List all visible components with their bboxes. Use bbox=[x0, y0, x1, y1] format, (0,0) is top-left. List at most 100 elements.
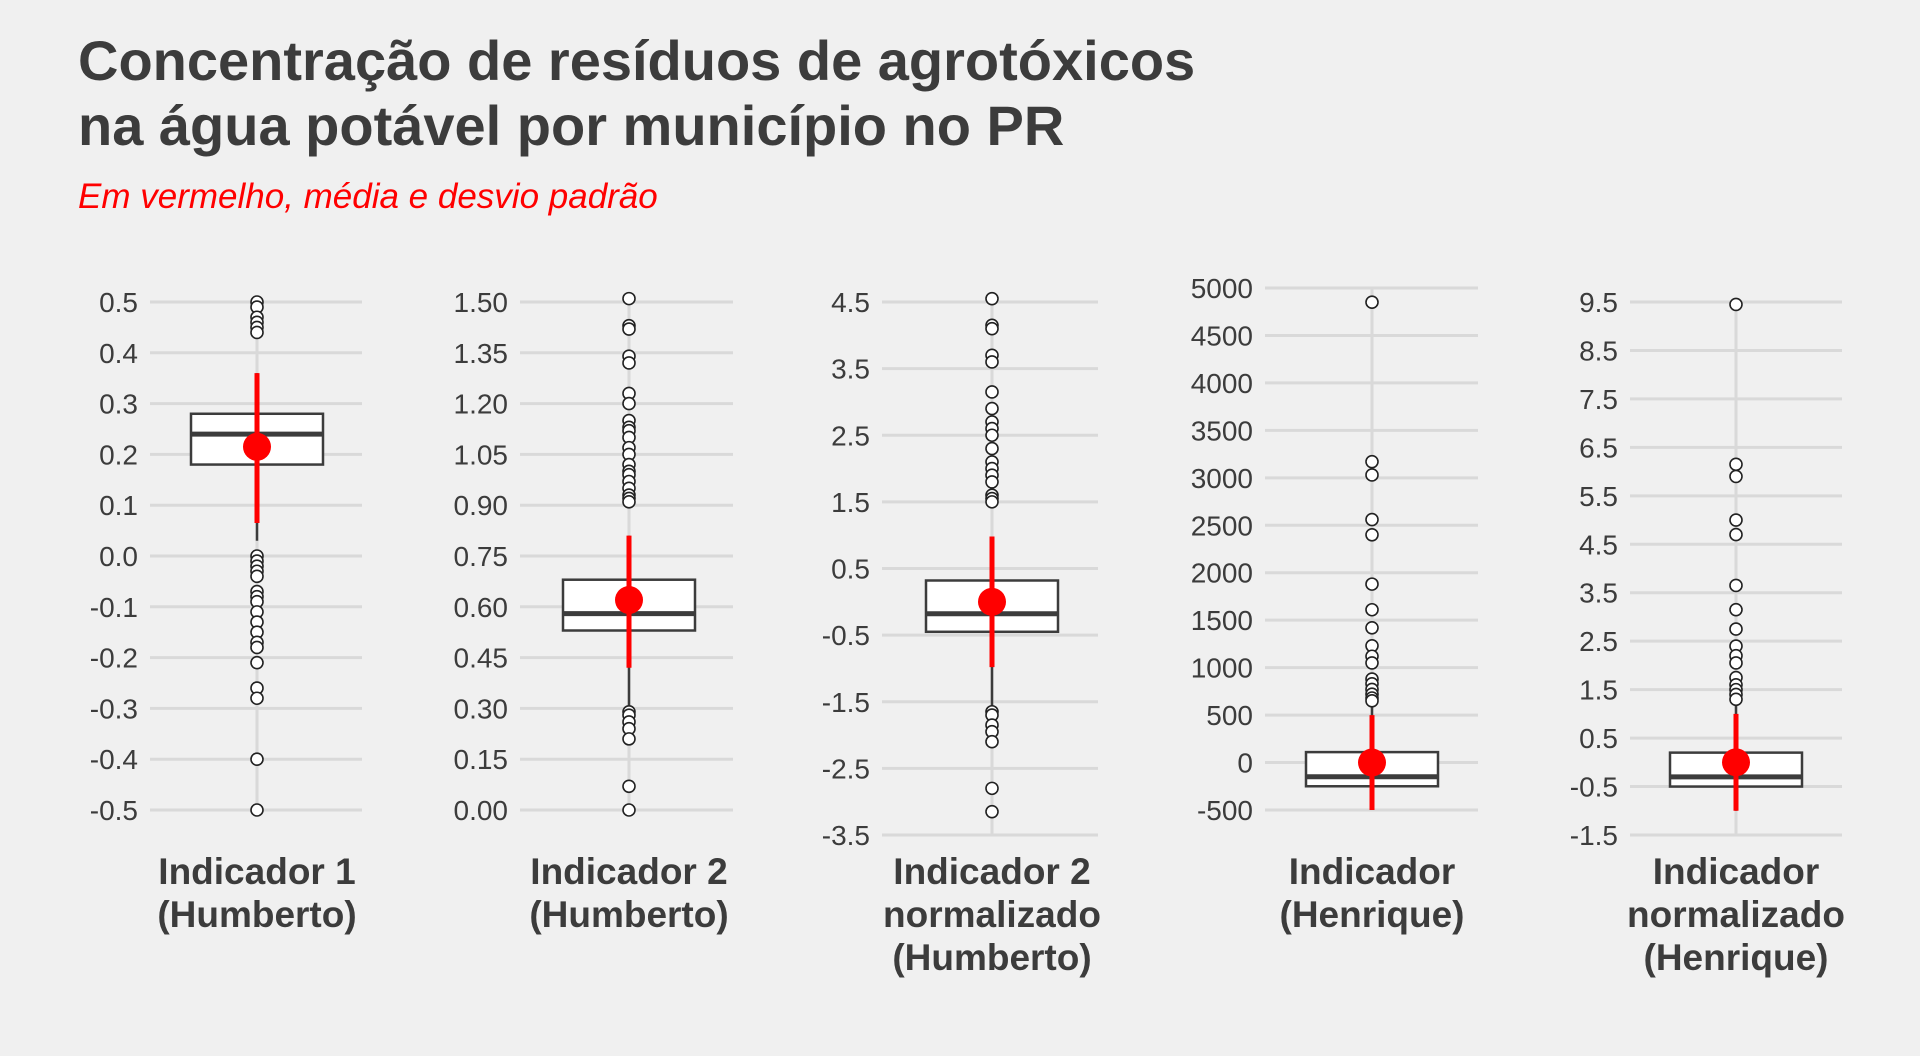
outlier-point bbox=[622, 732, 636, 746]
y-tick-label: 0.4 bbox=[99, 338, 138, 369]
y-tick-label: 1.20 bbox=[454, 389, 509, 420]
y-tick-label: 1.5 bbox=[1579, 675, 1618, 706]
outlier-point bbox=[1729, 602, 1743, 617]
y-tick-label: -0.4 bbox=[90, 744, 138, 775]
y-tick-label: 0.5 bbox=[1579, 723, 1618, 754]
outlier-point bbox=[1365, 468, 1379, 482]
y-tick-label: -0.1 bbox=[90, 592, 138, 623]
y-tick-label: 1.05 bbox=[454, 439, 509, 470]
panel-label-line: Indicador 2 bbox=[893, 851, 1090, 892]
y-tick-label: 4500 bbox=[1191, 320, 1253, 351]
y-tick-label: 500 bbox=[1206, 700, 1253, 731]
y-tick-label: 3000 bbox=[1191, 463, 1253, 494]
y-tick-label: -1.5 bbox=[822, 687, 870, 718]
panel-label-line: Indicador 1 bbox=[158, 851, 355, 892]
panel-2: 1.50 1.35 1.20 1.05 0.90 0.75 0.60 0.45 0.30 0.15… bbox=[454, 287, 733, 935]
panel-label-line: (Humberto) bbox=[157, 894, 356, 935]
y-tick-label: 0.15 bbox=[454, 744, 509, 775]
outlier-point bbox=[250, 655, 264, 670]
y-tick-label: 3.5 bbox=[1579, 578, 1618, 609]
panel-label-line: (Henrique) bbox=[1644, 937, 1829, 978]
y-tick-label: 0.2 bbox=[99, 439, 138, 470]
y-tick-label: 1500 bbox=[1191, 605, 1253, 636]
panel-1: 0.5 0.4 0.3 0.2 0.1 0.0 -0.1 -0.2 -0.3 -0.4 -0.5 In… bbox=[90, 287, 362, 935]
y-tick-label: 9.5 bbox=[1579, 287, 1618, 318]
outlier-point bbox=[985, 291, 999, 306]
mean-point bbox=[1358, 748, 1386, 777]
y-tick-label: 1.35 bbox=[454, 338, 509, 369]
panel-3: 4.5 3.5 2.5 1.5 0.5 -0.5 -1.5 -2.5 -3.5 Indicador… bbox=[822, 287, 1101, 978]
y-tick-label: 1.5 bbox=[831, 487, 870, 518]
outlier-point bbox=[1729, 469, 1743, 484]
y-tick-label: 0.3 bbox=[99, 389, 138, 420]
outlier-point bbox=[622, 495, 636, 509]
outlier-point bbox=[1729, 622, 1743, 636]
outlier-point bbox=[622, 356, 636, 370]
y-tick-label: 0.90 bbox=[454, 490, 509, 521]
outlier-point bbox=[622, 779, 636, 794]
y-tick-label: 6.5 bbox=[1579, 432, 1618, 463]
outlier-point bbox=[985, 355, 999, 369]
y-tick-label: 8.5 bbox=[1579, 335, 1618, 366]
mean-point bbox=[615, 586, 643, 615]
mean-point bbox=[243, 432, 271, 461]
outlier-point bbox=[1365, 512, 1379, 527]
outlier-point bbox=[250, 691, 264, 706]
outlier-point bbox=[985, 385, 999, 399]
outlier-point bbox=[622, 803, 636, 817]
outlier-point bbox=[1365, 577, 1379, 591]
mean-point bbox=[1722, 748, 1750, 777]
panel-label-line: (Henrique) bbox=[1280, 894, 1465, 935]
y-tick-label: 3500 bbox=[1191, 415, 1253, 446]
y-tick-label: -3.5 bbox=[822, 820, 870, 851]
outlier-point bbox=[250, 803, 264, 817]
y-tick-label: -0.5 bbox=[1570, 772, 1618, 803]
outlier-point bbox=[985, 401, 999, 416]
outlier-point bbox=[985, 781, 999, 796]
outlier-point bbox=[622, 322, 636, 336]
y-tick-label: 4.5 bbox=[831, 287, 870, 318]
y-tick-label: 0.00 bbox=[454, 795, 509, 826]
outlier-point bbox=[1729, 297, 1743, 312]
panel-label-line: Indicador 2 bbox=[530, 851, 727, 892]
y-tick-label: 0.1 bbox=[99, 490, 138, 521]
outlier-point bbox=[1729, 656, 1743, 670]
outlier-point bbox=[1365, 620, 1379, 635]
panel-label-line: (Humberto) bbox=[529, 894, 728, 935]
outlier-point bbox=[250, 569, 264, 584]
y-tick-label: 0.5 bbox=[831, 554, 870, 585]
y-tick-label: 3.5 bbox=[831, 354, 870, 385]
outlier-point bbox=[1729, 457, 1743, 472]
outlier-point bbox=[985, 734, 999, 749]
y-tick-label: 4.5 bbox=[1579, 529, 1618, 560]
y-tick-label: 0.60 bbox=[454, 592, 509, 623]
outlier-point bbox=[1365, 656, 1379, 670]
outlier-point bbox=[250, 640, 264, 655]
y-tick-label: 0 bbox=[1237, 748, 1253, 779]
outlier-point bbox=[985, 804, 999, 819]
y-tick-label: 1.50 bbox=[454, 287, 509, 318]
outlier-point bbox=[622, 291, 636, 306]
outlier-point bbox=[1365, 694, 1379, 708]
y-tick-label: -1.5 bbox=[1570, 820, 1618, 851]
outlier-point bbox=[1729, 578, 1743, 593]
outlier-point bbox=[1729, 513, 1743, 527]
outlier-point bbox=[1365, 295, 1379, 310]
outlier-point bbox=[1365, 527, 1379, 542]
outlier-point bbox=[985, 495, 999, 509]
y-tick-label: -0.2 bbox=[90, 643, 138, 674]
y-tick-label: 0.75 bbox=[454, 541, 509, 572]
panel-label-line: Indicador bbox=[1653, 851, 1820, 892]
mean-point bbox=[978, 587, 1006, 616]
outlier-point bbox=[1729, 692, 1743, 707]
panel-label-line: (Humberto) bbox=[892, 937, 1091, 978]
y-tick-label: 5.5 bbox=[1579, 481, 1618, 512]
panel-4: 5000450040003500300025002000150010005000… bbox=[1191, 273, 1478, 935]
y-tick-label: 2.5 bbox=[1579, 626, 1618, 657]
y-tick-label: 4000 bbox=[1191, 368, 1253, 399]
panel-5: 9.5 8.5 7.5 6.5 5.5 4.5 3.5 2.5 1.5 0.5 -0.5 -1.5 In… bbox=[1570, 287, 1845, 978]
y-tick-label: 2500 bbox=[1191, 510, 1253, 541]
y-tick-label: 2000 bbox=[1191, 558, 1253, 589]
outlier-point bbox=[1729, 527, 1743, 542]
